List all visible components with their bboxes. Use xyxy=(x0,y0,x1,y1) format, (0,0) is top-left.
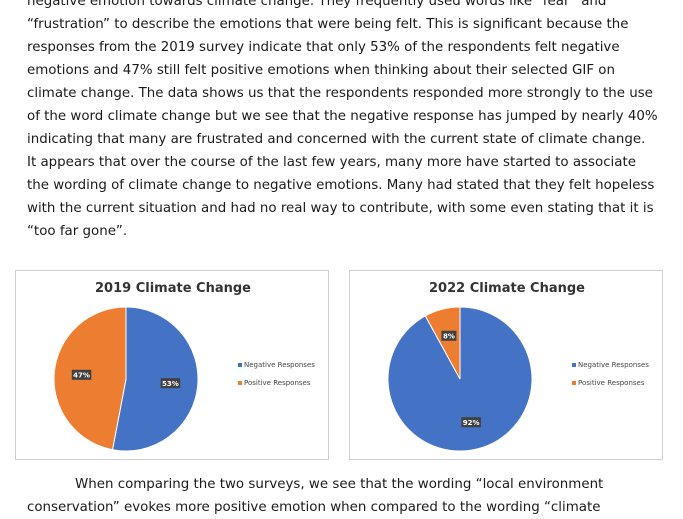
text-line: with the current situation and had no re… xyxy=(27,201,654,216)
legend-swatch xyxy=(238,381,242,385)
text-line: “frustration” to describe the emotions t… xyxy=(27,17,629,32)
chart-2019: 2019 Climate Change 53% 47% Negative Respon… xyxy=(15,270,329,460)
text-line: conservation” evokes more positive emoti… xyxy=(27,500,601,515)
chart-2019-svg: 2019 Climate Change 53% 47% Negative Respon… xyxy=(53,281,315,452)
chart-title: 2019 Climate Change xyxy=(95,281,251,296)
text-line: emotions and 47% still felt positive emo… xyxy=(27,63,615,78)
data-label: 8% xyxy=(441,330,457,341)
data-label-box xyxy=(160,378,181,389)
chart-2022: 2022 Climate Change 92% 8% Negative Respons… xyxy=(349,270,663,460)
legend-label: Negative Responses xyxy=(244,361,315,369)
data-label-box xyxy=(441,330,457,341)
data-label-text: 47% xyxy=(73,371,90,379)
text-line: of the word climate change but we see th… xyxy=(27,109,658,124)
top-paragraph: negative emotion towards climate change.… xyxy=(27,0,658,243)
data-label: 53% xyxy=(160,378,181,389)
text-line: negative emotion towards climate change.… xyxy=(27,0,607,9)
chart-2022-svg: 2022 Climate Change 92% 8% Negative Respons… xyxy=(387,281,649,452)
text-line: It appears that over the course of the l… xyxy=(27,155,636,170)
text-line: When comparing the two surveys, we see t… xyxy=(75,477,604,492)
legend-label: Positive Responses xyxy=(578,379,645,387)
text-line: responses from the 2019 survey indicate … xyxy=(27,40,620,55)
legend-swatch xyxy=(572,363,576,367)
text-line: indicating that many are frustrated and … xyxy=(27,132,646,147)
data-label-box xyxy=(71,369,92,380)
data-label-text: 92% xyxy=(463,419,480,427)
data-label-text: 53% xyxy=(162,380,179,388)
legend-swatch xyxy=(572,381,576,385)
text-line: climate change. The data shows us that t… xyxy=(27,86,653,101)
text-line: the wording of climate change to negativ… xyxy=(27,178,655,193)
text-line: “too far gone”. xyxy=(27,224,128,239)
legend-label: Negative Responses xyxy=(578,361,649,369)
bottom-paragraph: When comparing the two surveys, we see t… xyxy=(27,473,603,519)
pie-slice-negative xyxy=(111,306,199,452)
data-label-text: 8% xyxy=(443,332,455,340)
data-label-box xyxy=(461,417,481,428)
legend-swatch xyxy=(238,363,242,367)
pie-slice-positive xyxy=(424,306,461,380)
legend-label: Positive Responses xyxy=(244,379,311,387)
data-label: 92% xyxy=(461,417,481,428)
chart-title: 2022 Climate Change xyxy=(429,281,585,296)
data-label: 47% xyxy=(71,369,92,380)
